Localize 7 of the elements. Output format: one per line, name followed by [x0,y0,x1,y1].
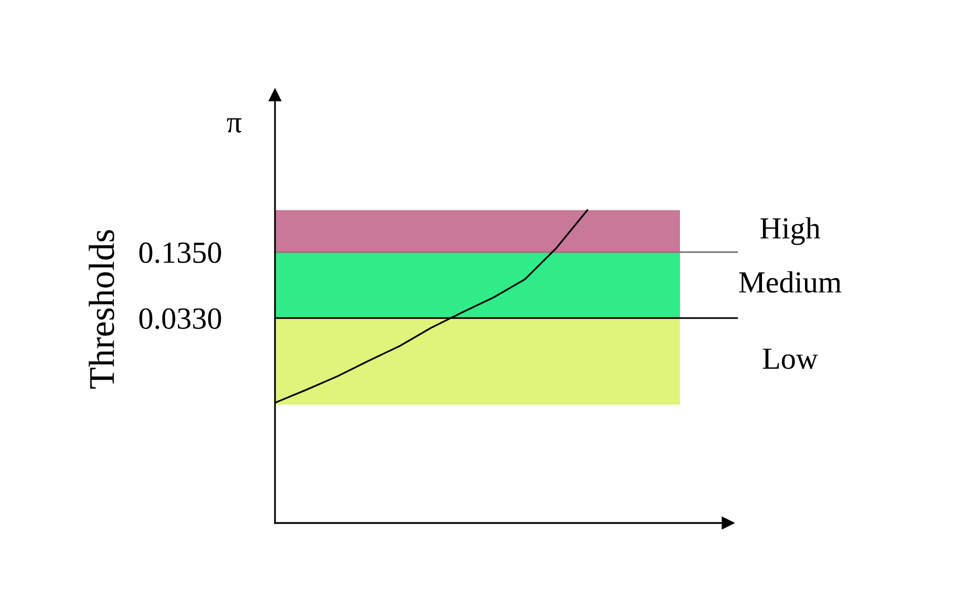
band-label: Medium [739,271,842,293]
band-label: High [760,217,820,245]
band-label: Low [762,348,818,370]
text: π [226,118,242,133]
y-tick-label: 0.1350 [139,242,222,264]
y-tick-label: 0.0330 [139,308,222,330]
y-axis-title: Thresholds [88,230,114,389]
